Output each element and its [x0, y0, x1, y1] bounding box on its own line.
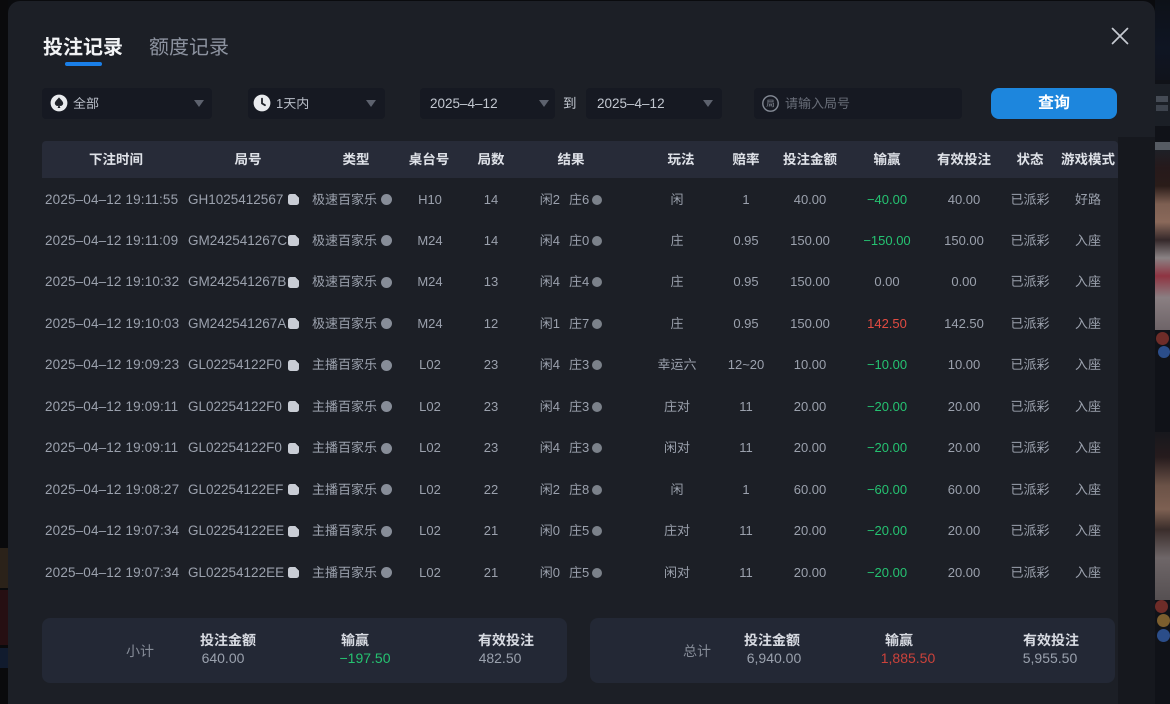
svg-text:局: 局 — [766, 98, 775, 110]
